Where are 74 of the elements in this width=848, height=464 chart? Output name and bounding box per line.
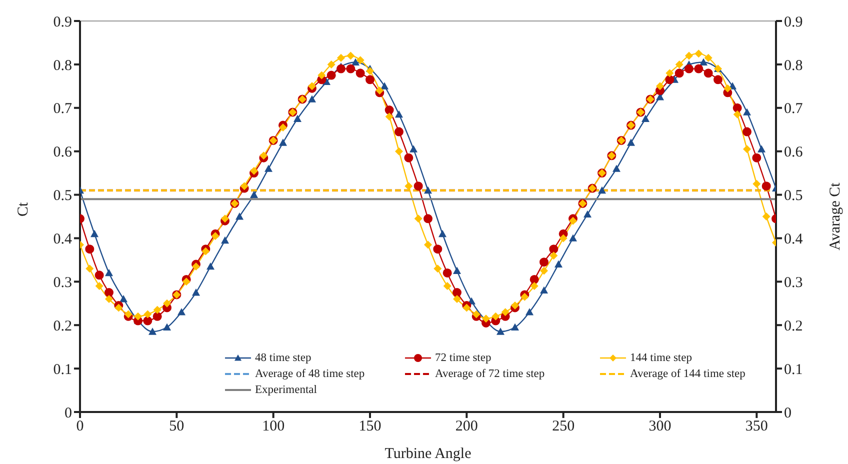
point xyxy=(642,114,650,122)
point xyxy=(612,164,620,172)
point xyxy=(743,108,751,116)
point xyxy=(148,328,156,335)
legend-label: 72 time step xyxy=(435,352,492,364)
point xyxy=(192,288,200,296)
point xyxy=(250,190,258,198)
y-tick-label: 0.3 xyxy=(53,274,72,291)
y-tick-label: 0.1 xyxy=(53,362,72,378)
x-tick-label: 50 xyxy=(169,418,184,435)
point xyxy=(496,328,504,335)
point xyxy=(221,236,229,244)
point xyxy=(627,138,635,146)
x-tick-label: 300 xyxy=(648,418,672,435)
point xyxy=(380,82,388,90)
y2-tick-label: 0.1 xyxy=(784,362,803,378)
x-tick-label: 0 xyxy=(76,418,84,435)
point xyxy=(178,308,186,316)
point xyxy=(598,186,606,194)
point xyxy=(526,308,534,316)
point xyxy=(264,164,272,172)
y-tick-label: 0.4 xyxy=(53,232,72,248)
point xyxy=(554,260,562,268)
point xyxy=(453,266,461,274)
point xyxy=(569,234,577,242)
point xyxy=(438,230,446,238)
point xyxy=(395,110,403,118)
y2-tick-label: 0.7 xyxy=(784,101,804,118)
point xyxy=(410,145,418,152)
point xyxy=(294,114,302,122)
point xyxy=(105,268,113,276)
x-tick-label: 350 xyxy=(745,418,768,435)
y-tick-label: 0.5 xyxy=(53,188,72,204)
y2-axis-title: Avarage Ct xyxy=(827,182,844,250)
point xyxy=(90,230,98,238)
y2-tick-label: 0.5 xyxy=(784,188,803,204)
point xyxy=(584,210,592,218)
legend-label: Average of 72 time step xyxy=(435,368,545,380)
y-tick-label: 0.2 xyxy=(53,318,72,334)
x-tick-label: 150 xyxy=(358,418,382,435)
point xyxy=(540,286,548,294)
y2-tick-label: 0.4 xyxy=(784,232,804,248)
x-axis-title: Turbine Angle xyxy=(384,446,472,462)
y2-tick-label: 0.2 xyxy=(784,318,803,334)
y2-tick-label: 0.3 xyxy=(784,274,803,291)
y-tick-label: 0 xyxy=(64,405,72,422)
legend-label: Average of 48 time step xyxy=(255,368,365,380)
point xyxy=(511,323,519,330)
x-tick-label: 250 xyxy=(552,418,575,435)
y-tick-label: 0.7 xyxy=(53,101,72,118)
y-tick-label: 0.8 xyxy=(53,58,72,74)
point xyxy=(352,58,360,66)
y-axis-title: Ct xyxy=(15,201,32,216)
point xyxy=(236,212,244,220)
point xyxy=(279,138,287,146)
point xyxy=(700,58,708,66)
y2-tick-label: 0 xyxy=(784,405,792,422)
y-tick-label: 0.6 xyxy=(53,144,72,161)
x-tick-label: 100 xyxy=(262,418,285,435)
y2-tick-label: 0.9 xyxy=(784,14,803,30)
y2-tick-label: 0.6 xyxy=(784,144,804,161)
legend-label: Experimental xyxy=(255,384,317,396)
x-tick-label: 200 xyxy=(455,418,478,435)
legend-label: Average of 144 time step xyxy=(630,368,746,380)
point xyxy=(758,145,766,152)
point xyxy=(206,262,214,270)
legend-label: 144 time step xyxy=(630,352,692,364)
point xyxy=(120,295,128,302)
point xyxy=(424,186,432,194)
point xyxy=(163,323,171,330)
y2-tick-label: 0.8 xyxy=(784,58,803,74)
point xyxy=(308,95,316,102)
y-tick-label: 0.9 xyxy=(53,14,72,30)
legend-label: 48 time step xyxy=(255,352,312,364)
